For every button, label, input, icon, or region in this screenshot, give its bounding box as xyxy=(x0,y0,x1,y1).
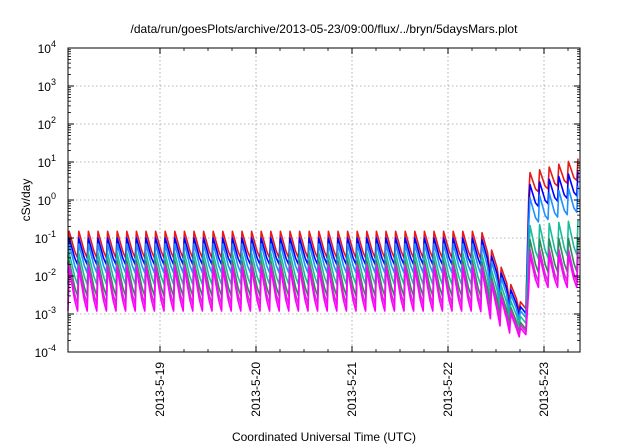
y-tick-label: 103 xyxy=(38,77,56,94)
y-tick-label: 101 xyxy=(38,153,56,170)
grid-layer xyxy=(68,48,580,352)
y-tick-label: 10-4 xyxy=(35,343,56,360)
x-tick-label: 2013-5-21 xyxy=(345,362,359,417)
x-tick-label: 2013-5-22 xyxy=(441,362,455,417)
flux-series-3 xyxy=(67,185,579,321)
axes-layer: 10-4 10-3 10-2 10-1 100 101 102 103 104 2013-5-19… xyxy=(19,39,581,417)
flux-series-2 xyxy=(67,171,579,317)
x-tick-label: 2013-5-20 xyxy=(249,362,263,417)
y-tick-label: 104 xyxy=(38,39,56,56)
y-tick-label: 100 xyxy=(38,191,56,208)
flux-series-4 xyxy=(67,220,579,327)
flux-series-1 xyxy=(67,158,579,312)
plot-frame xyxy=(67,47,581,353)
flux-series-5 xyxy=(67,237,579,333)
chart-title: /data/run/goesPlots/archive/2013-05-23/0… xyxy=(130,22,518,36)
y-tick-label: 10-3 xyxy=(35,305,56,322)
y-tick-label: 102 xyxy=(38,115,56,132)
flux-series-6 xyxy=(67,248,579,335)
x-axis-label: Coordinated Universal Time (UTC) xyxy=(231,430,417,444)
y-axis-label: cSv/day xyxy=(19,179,33,222)
x-tick-label: 2013-5-23 xyxy=(537,362,551,417)
flux-series-7 xyxy=(67,254,579,338)
series-layer xyxy=(67,158,579,338)
x-tick-label: 2013-5-19 xyxy=(153,362,167,417)
y-tick-label: 10-1 xyxy=(35,229,56,246)
y-tick-label: 10-2 xyxy=(35,267,56,284)
